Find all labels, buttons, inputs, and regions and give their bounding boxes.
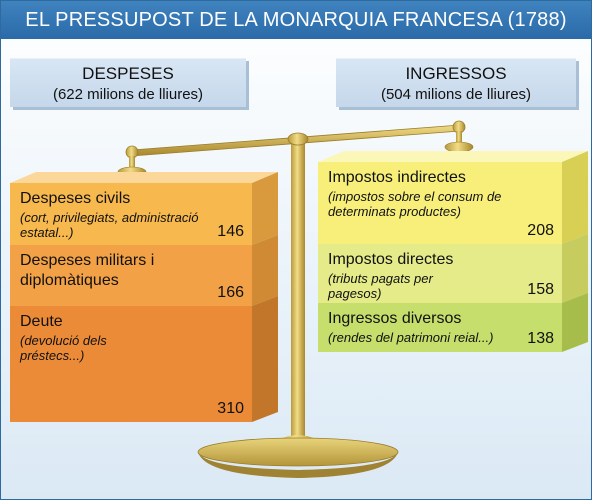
despeses-civils-detail: (cort, privilegiats, administració estat… — [20, 210, 199, 240]
right-pan-stem — [456, 131, 462, 145]
ingressos-diversos-detail: (rendes del patrimoni reial...) — [328, 330, 494, 345]
impostos-directes-block: Impostos directes (tributs pagats per pa… — [318, 244, 562, 303]
despeses-civils-label: Despeses civils — [20, 190, 131, 207]
page-title: EL PRESSUPOST DE LA MONARQUIA FRANCESA (… — [1, 1, 591, 39]
impostos-directes-label: Impostos directes — [328, 251, 454, 268]
impostos-directes-detail: (tributs pagats per pagesos) — [328, 271, 433, 301]
despeses-militars-value: 166 — [217, 284, 244, 301]
scale-base-foot — [198, 452, 398, 478]
left-stack-side-3 — [252, 296, 278, 422]
right-pan-cap — [444, 141, 474, 153]
ingressos-diversos-block: Ingressos diversos (rendes del patrimoni… — [318, 303, 562, 352]
left-pan-stem — [129, 156, 135, 170]
impostos-indirectes-label: Impostos indirectes — [328, 169, 466, 186]
left-stack-side-2 — [252, 235, 278, 306]
impostos-directes-value: 158 — [527, 281, 554, 298]
deute-label: Deute — [20, 313, 63, 330]
impostos-indirectes-block: Impostos indirectes (impostos sobre el c… — [318, 162, 562, 244]
despeses-civils-block: Despeses civils (cort, privilegiats, adm… — [10, 183, 252, 245]
ingressos-header: INGRESSOS (504 milions de lliures) — [336, 58, 576, 107]
despeses-header: DESPESES (622 milions de lliures) — [10, 58, 246, 107]
deute-block: Deute (devolució dels préstecs...) 310 — [10, 306, 252, 422]
right-stack-top-face — [318, 151, 588, 162]
despeses-label: DESPESES — [82, 64, 174, 83]
left-stack-top-face — [10, 172, 278, 183]
deute-detail: (devolució dels préstecs...) — [20, 333, 107, 363]
scale-pivot — [287, 132, 309, 146]
ingressos-diversos-label: Ingressos diversos — [328, 310, 462, 327]
right-stack-side-1 — [562, 151, 588, 244]
deute-value: 310 — [217, 400, 244, 417]
despeses-total: (622 milions de lliures) — [52, 86, 204, 103]
ingressos-diversos-value: 138 — [527, 330, 554, 347]
ingressos-label: INGRESSOS — [405, 64, 507, 83]
left-stack-side-1 — [252, 172, 278, 245]
scale-base-top — [197, 437, 399, 467]
impostos-indirectes-detail: (impostos sobre el consum de determinats… — [328, 189, 502, 219]
right-stack-side-2 — [562, 234, 588, 303]
right-stack-side-3 — [562, 293, 588, 352]
scale-pillar — [291, 138, 305, 448]
impostos-indirectes-value: 208 — [527, 222, 554, 239]
despeses-militars-label: Despeses militars i diplomàtiques — [20, 252, 155, 289]
ingressos-total: (504 milions de lliures) — [380, 86, 532, 103]
despeses-civils-value: 146 — [217, 223, 244, 240]
despeses-militars-block: Despeses militars i diplomàtiques 166 — [10, 245, 252, 306]
